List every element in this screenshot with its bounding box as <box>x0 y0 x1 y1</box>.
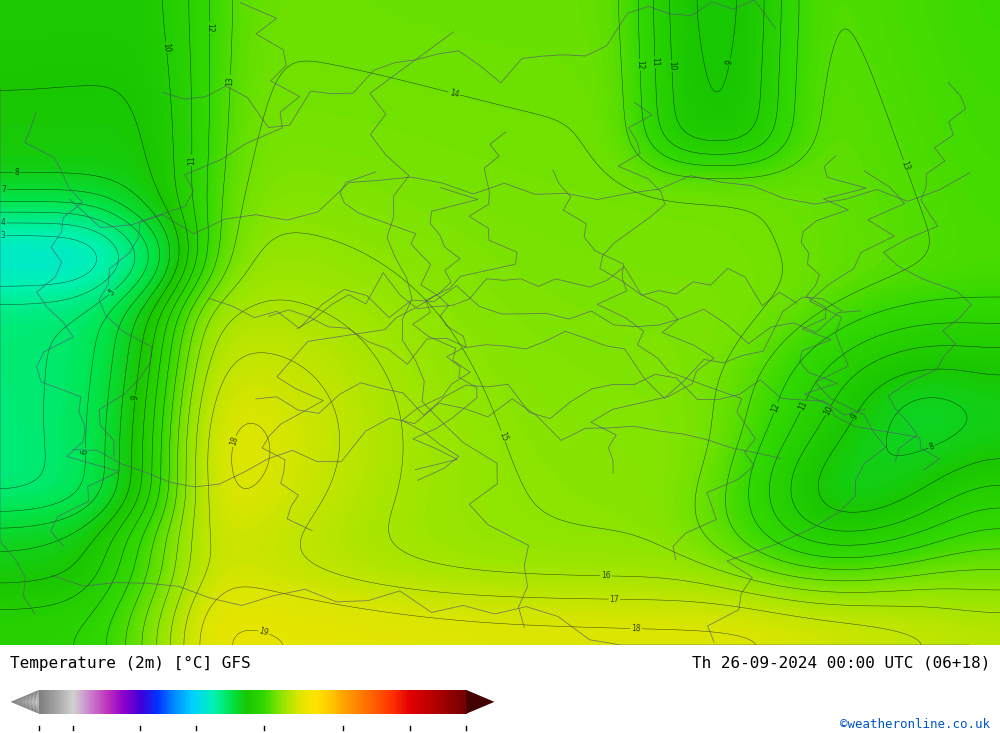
Text: 12: 12 <box>205 23 214 32</box>
Polygon shape <box>33 692 35 711</box>
Polygon shape <box>12 701 13 702</box>
Text: 7: 7 <box>1 185 6 194</box>
Polygon shape <box>13 701 15 703</box>
Text: 11: 11 <box>797 399 809 412</box>
Text: 10: 10 <box>161 42 171 53</box>
Text: 12: 12 <box>635 59 645 70</box>
Text: 18: 18 <box>631 624 641 633</box>
Text: 6: 6 <box>81 449 90 454</box>
Text: 9: 9 <box>130 395 140 401</box>
Text: 13: 13 <box>226 75 235 86</box>
Polygon shape <box>22 697 23 707</box>
Polygon shape <box>32 693 33 711</box>
Text: 10: 10 <box>822 404 835 416</box>
Polygon shape <box>19 699 20 705</box>
Text: 19: 19 <box>258 627 270 638</box>
Polygon shape <box>29 694 30 710</box>
Text: Temperature (2m) [°C] GFS: Temperature (2m) [°C] GFS <box>10 655 251 671</box>
Polygon shape <box>25 696 26 708</box>
Text: Th 26-09-2024 00:00 UTC (06+18): Th 26-09-2024 00:00 UTC (06+18) <box>692 655 990 671</box>
Text: 5: 5 <box>107 287 117 297</box>
Polygon shape <box>36 691 37 712</box>
Text: 8: 8 <box>14 168 19 177</box>
Text: 4: 4 <box>1 218 6 227</box>
Text: 13: 13 <box>899 159 911 172</box>
Polygon shape <box>15 700 16 704</box>
Text: ©weatheronline.co.uk: ©weatheronline.co.uk <box>840 718 990 732</box>
Text: 3: 3 <box>1 231 6 240</box>
Text: 16: 16 <box>601 571 611 581</box>
Polygon shape <box>16 699 18 704</box>
Polygon shape <box>18 699 19 705</box>
Text: 9: 9 <box>725 59 735 65</box>
Polygon shape <box>20 698 22 706</box>
Text: 14: 14 <box>448 88 460 99</box>
Text: 17: 17 <box>609 594 619 604</box>
Text: 8: 8 <box>928 442 935 452</box>
Text: 15: 15 <box>497 430 509 442</box>
Text: 9: 9 <box>850 412 860 421</box>
Polygon shape <box>26 696 28 708</box>
Polygon shape <box>23 696 25 707</box>
Polygon shape <box>466 690 494 714</box>
Polygon shape <box>11 690 39 714</box>
Text: 18: 18 <box>228 435 240 447</box>
Text: 10: 10 <box>667 61 677 71</box>
Polygon shape <box>35 692 36 712</box>
Text: 12: 12 <box>770 402 782 413</box>
Text: 11: 11 <box>650 57 660 67</box>
Polygon shape <box>28 695 29 709</box>
Text: 11: 11 <box>187 155 196 165</box>
Polygon shape <box>37 690 39 713</box>
Polygon shape <box>30 693 32 710</box>
